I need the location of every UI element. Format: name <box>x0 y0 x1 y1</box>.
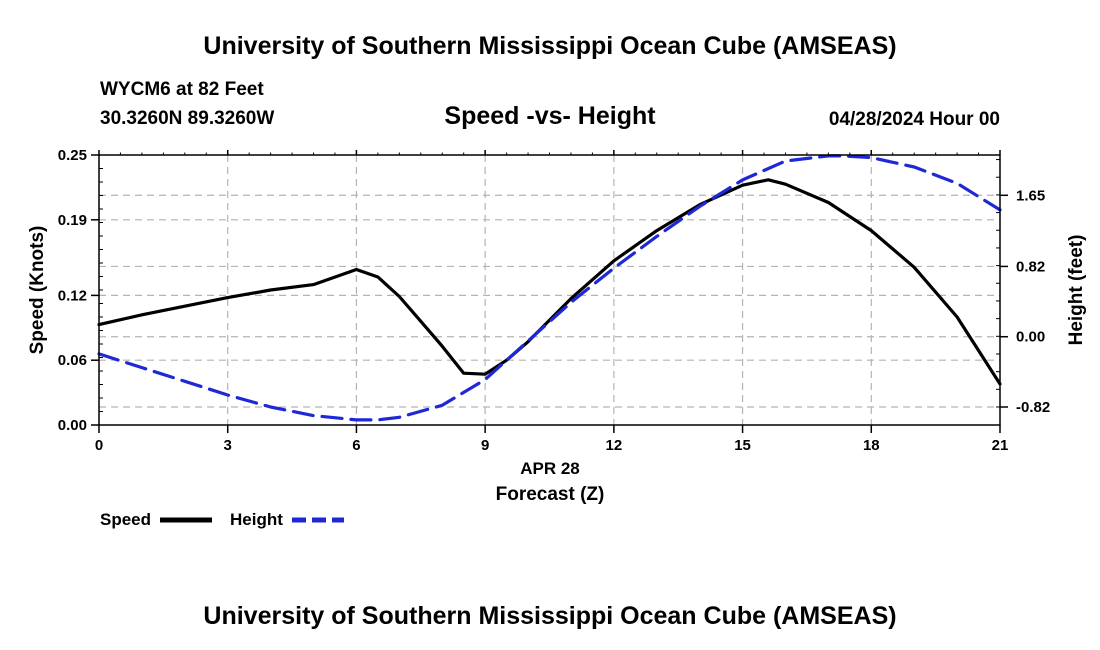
axis-ticks: 0 3 6 9 12 15 18 21 0.00 0.06 0.12 0.19 0.25 -0.82 0.0… <box>58 147 1050 454</box>
series-line-speed <box>97 178 1002 386</box>
main-title: University of Southern Mississippi Ocean… <box>203 32 896 60</box>
x-tick-label: 18 <box>863 437 880 454</box>
x-tick-label: 21 <box>992 437 1009 454</box>
x-tick-label: 3 <box>224 437 232 454</box>
y2-axis-label: Height (feet) <box>1066 235 1087 346</box>
station-label: WYCM6 at 82 Feet <box>100 79 264 100</box>
y2-tick-label: 0.00 <box>1016 329 1045 346</box>
x-axis-label: Forecast (Z) <box>496 484 605 505</box>
y-tick-label: 0.25 <box>58 147 87 164</box>
x-tick-label: 0 <box>95 437 103 454</box>
legend-speed-label: Speed <box>100 510 151 529</box>
x-tick-label: 12 <box>606 437 623 454</box>
x-tick-label: 6 <box>352 437 360 454</box>
series-layer <box>97 154 1002 422</box>
y-tick-label: 0.19 <box>58 212 87 229</box>
y-tick-label: 0.00 <box>58 417 87 434</box>
y2-tick-label: 1.65 <box>1016 187 1045 204</box>
y2-tick-label: 0.82 <box>1016 258 1045 275</box>
y-tick-label: 0.12 <box>58 287 87 304</box>
y2-tick-label: -0.82 <box>1016 399 1050 416</box>
x-tick-label: 15 <box>734 437 751 454</box>
footer-title: University of Southern Mississippi Ocean… <box>203 602 896 630</box>
chart-title: Speed -vs- Height <box>444 102 656 130</box>
x-tick-label: 9 <box>481 437 489 454</box>
y-tick-label: 0.06 <box>58 352 87 369</box>
grid-lines <box>99 155 1000 425</box>
legend: Speed Height <box>100 510 344 529</box>
legend-height-label: Height <box>230 510 283 529</box>
x-date-label: APR 28 <box>520 459 580 478</box>
datetime-label: 04/28/2024 Hour 00 <box>829 109 1000 130</box>
y-axis-label: Speed (Knots) <box>27 226 48 355</box>
coordinates-label: 30.3260N 89.3260W <box>100 108 274 129</box>
